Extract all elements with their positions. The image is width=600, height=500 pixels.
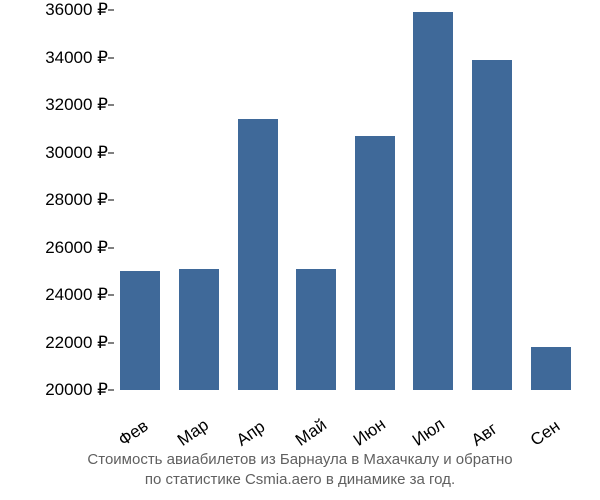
- y-tick-label: 24000 ₽: [45, 285, 108, 305]
- bar: [238, 119, 278, 390]
- bar: [355, 136, 395, 390]
- plot-area: [110, 10, 580, 390]
- chart-container: 20000 ₽ 22000 ₽ 24000 ₽ 26000 ₽ 28000 ₽ 30000…: [0, 0, 600, 500]
- caption-line-2: по статистике Csmia.aero в динамике за г…: [145, 471, 455, 488]
- y-tick-label: 30000 ₽: [45, 143, 108, 163]
- bar: [296, 269, 336, 390]
- bar: [531, 347, 571, 390]
- y-tick-label: 34000 ₽: [45, 48, 108, 68]
- y-tick-label: 28000 ₽: [45, 190, 108, 210]
- x-axis: ФевМарАпрМайИюнИюлАвгСен: [110, 392, 580, 452]
- caption-line-1: Стоимость авиабилетов из Барнаула в Маха…: [87, 451, 512, 468]
- bar: [179, 269, 219, 390]
- y-tick-label: 36000 ₽: [45, 0, 108, 20]
- y-tick-label: 20000 ₽: [45, 380, 108, 400]
- bar: [413, 12, 453, 390]
- chart-caption: Стоимость авиабилетов из Барнаула в Маха…: [0, 450, 600, 491]
- y-tick-label: 22000 ₽: [45, 333, 108, 353]
- bar: [120, 271, 160, 390]
- y-tick-label: 26000 ₽: [45, 238, 108, 258]
- y-tick-label: 32000 ₽: [45, 95, 108, 115]
- y-axis: 20000 ₽22000 ₽24000 ₽26000 ₽28000 ₽30000…: [0, 10, 108, 390]
- bars-group: [110, 10, 580, 390]
- bar: [472, 60, 512, 390]
